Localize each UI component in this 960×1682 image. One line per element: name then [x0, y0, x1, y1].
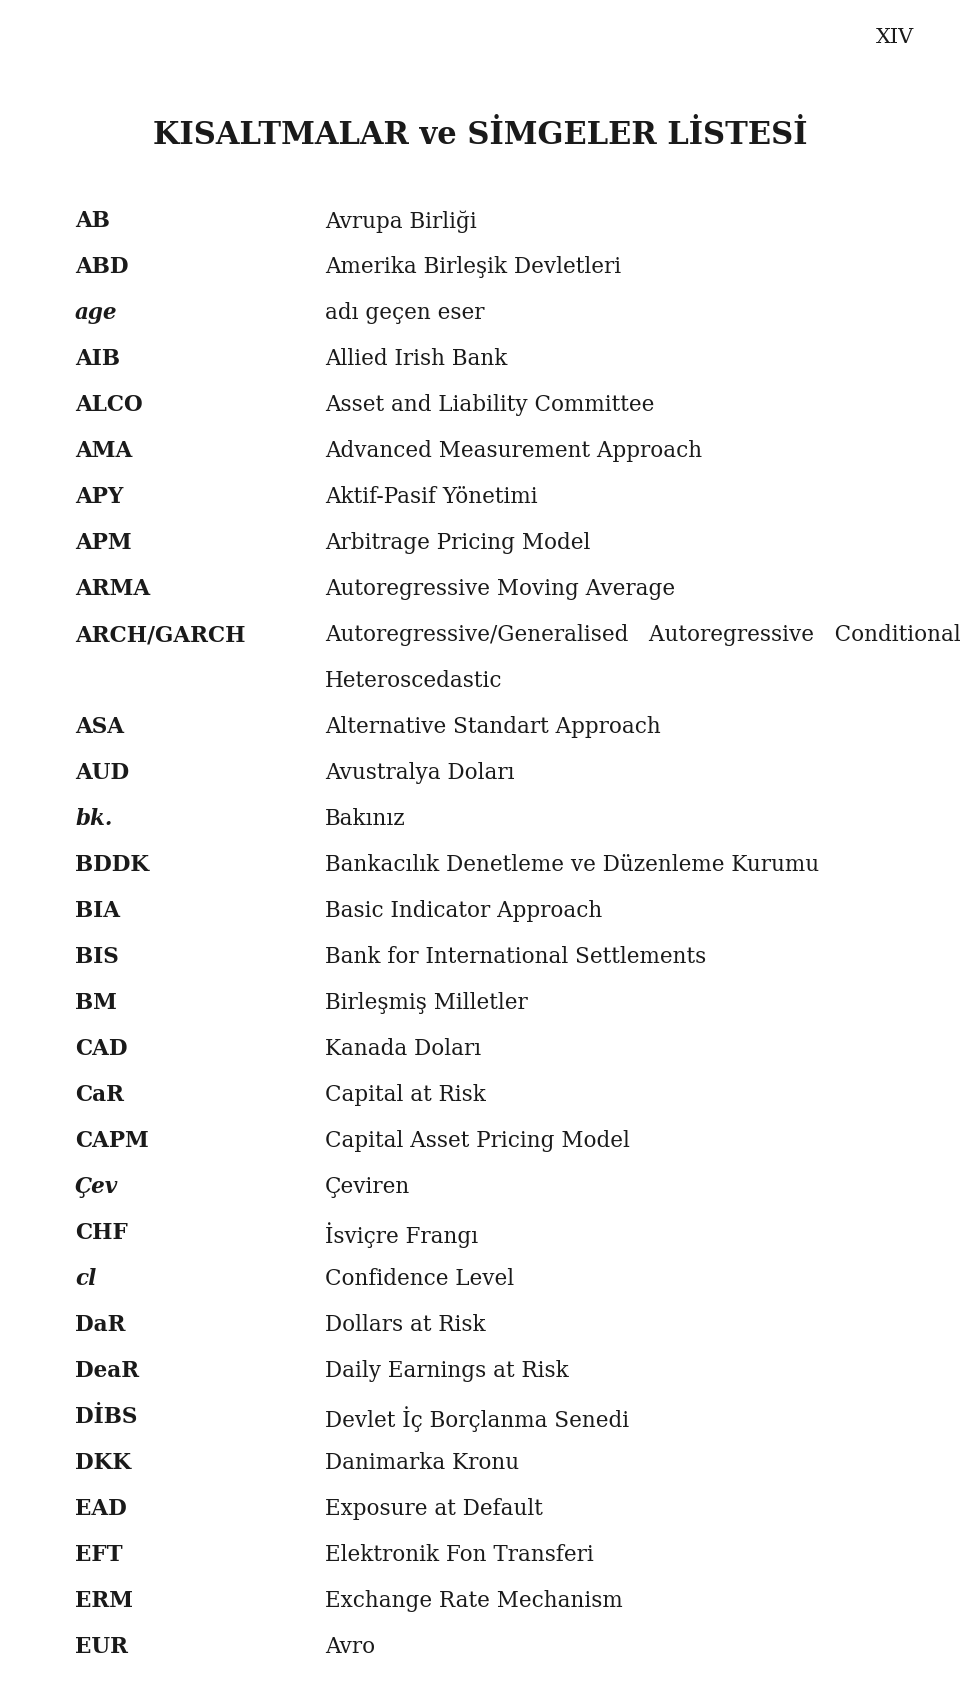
Text: BIS: BIS	[75, 945, 119, 969]
Text: Alternative Standart Approach: Alternative Standart Approach	[325, 717, 660, 738]
Text: Çeviren: Çeviren	[325, 1176, 410, 1198]
Text: XIV: XIV	[876, 29, 914, 47]
Text: BM: BM	[75, 992, 117, 1014]
Text: KISALTMALAR ve SİMGELER LİSTESİ: KISALTMALAR ve SİMGELER LİSTESİ	[153, 119, 807, 151]
Text: Exposure at Default: Exposure at Default	[325, 1499, 542, 1521]
Text: CHF: CHF	[75, 1223, 128, 1245]
Text: BIA: BIA	[75, 900, 120, 922]
Text: Allied Irish Bank: Allied Irish Bank	[325, 348, 508, 370]
Text: Avustralya Doları: Avustralya Doları	[325, 762, 515, 784]
Text: ERM: ERM	[75, 1589, 133, 1611]
Text: CAD: CAD	[75, 1038, 128, 1060]
Text: Bank for International Settlements: Bank for International Settlements	[325, 945, 707, 969]
Text: Advanced Measurement Approach: Advanced Measurement Approach	[325, 441, 702, 463]
Text: Arbitrage Pricing Model: Arbitrage Pricing Model	[325, 532, 590, 553]
Text: Exchange Rate Mechanism: Exchange Rate Mechanism	[325, 1589, 623, 1611]
Text: APY: APY	[75, 486, 124, 508]
Text: EUR: EUR	[75, 1637, 128, 1658]
Text: Heteroscedastic: Heteroscedastic	[325, 669, 502, 691]
Text: AB: AB	[75, 210, 109, 232]
Text: ALCO: ALCO	[75, 394, 143, 415]
Text: EFT: EFT	[75, 1544, 123, 1566]
Text: ASA: ASA	[75, 717, 124, 738]
Text: Dollars at Risk: Dollars at Risk	[325, 1314, 486, 1336]
Text: cl: cl	[75, 1268, 96, 1290]
Text: AIB: AIB	[75, 348, 120, 370]
Text: İsviçre Frangı: İsviçre Frangı	[325, 1223, 478, 1248]
Text: Autoregressive/Generalised   Autoregressive   Conditional: Autoregressive/Generalised Autoregressiv…	[325, 624, 960, 646]
Text: DeaR: DeaR	[75, 1361, 139, 1383]
Text: age: age	[75, 303, 117, 325]
Text: Elektronik Fon Transferi: Elektronik Fon Transferi	[325, 1544, 593, 1566]
Text: Autoregressive Moving Average: Autoregressive Moving Average	[325, 579, 675, 600]
Text: DKK: DKK	[75, 1452, 132, 1473]
Text: ABD: ABD	[75, 256, 129, 278]
Text: DaR: DaR	[75, 1314, 126, 1336]
Text: CAPM: CAPM	[75, 1130, 149, 1152]
Text: Bakınız: Bakınız	[325, 807, 406, 829]
Text: adı geçen eser: adı geçen eser	[325, 303, 485, 325]
Text: Capital Asset Pricing Model: Capital Asset Pricing Model	[325, 1130, 630, 1152]
Text: Danimarka Kronu: Danimarka Kronu	[325, 1452, 519, 1473]
Text: ARCH/GARCH: ARCH/GARCH	[75, 624, 246, 646]
Text: Çev: Çev	[75, 1176, 118, 1198]
Text: Asset and Liability Committee: Asset and Liability Committee	[325, 394, 655, 415]
Text: Kanada Doları: Kanada Doları	[325, 1038, 481, 1060]
Text: EAD: EAD	[75, 1499, 127, 1521]
Text: Capital at Risk: Capital at Risk	[325, 1083, 486, 1107]
Text: Avrupa Birliği: Avrupa Birliği	[325, 210, 477, 232]
Text: bk.: bk.	[75, 807, 112, 829]
Text: BDDK: BDDK	[75, 854, 149, 876]
Text: CaR: CaR	[75, 1083, 124, 1107]
Text: ARMA: ARMA	[75, 579, 150, 600]
Text: AUD: AUD	[75, 762, 130, 784]
Text: Birleşmiş Milletler: Birleşmiş Milletler	[325, 992, 528, 1014]
Text: Bankacılık Denetleme ve Düzenleme Kurumu: Bankacılık Denetleme ve Düzenleme Kurumu	[325, 854, 819, 876]
Text: Daily Earnings at Risk: Daily Earnings at Risk	[325, 1361, 568, 1383]
Text: DİBS: DİBS	[75, 1406, 137, 1428]
Text: Avro: Avro	[325, 1637, 375, 1658]
Text: AMA: AMA	[75, 441, 132, 463]
Text: Basic Indicator Approach: Basic Indicator Approach	[325, 900, 602, 922]
Text: Devlet İç Borçlanma Senedi: Devlet İç Borçlanma Senedi	[325, 1406, 629, 1431]
Text: APM: APM	[75, 532, 132, 553]
Text: Amerika Birleşik Devletleri: Amerika Birleşik Devletleri	[325, 256, 621, 278]
Text: Aktif-Pasif Yönetimi: Aktif-Pasif Yönetimi	[325, 486, 538, 508]
Text: Confidence Level: Confidence Level	[325, 1268, 515, 1290]
